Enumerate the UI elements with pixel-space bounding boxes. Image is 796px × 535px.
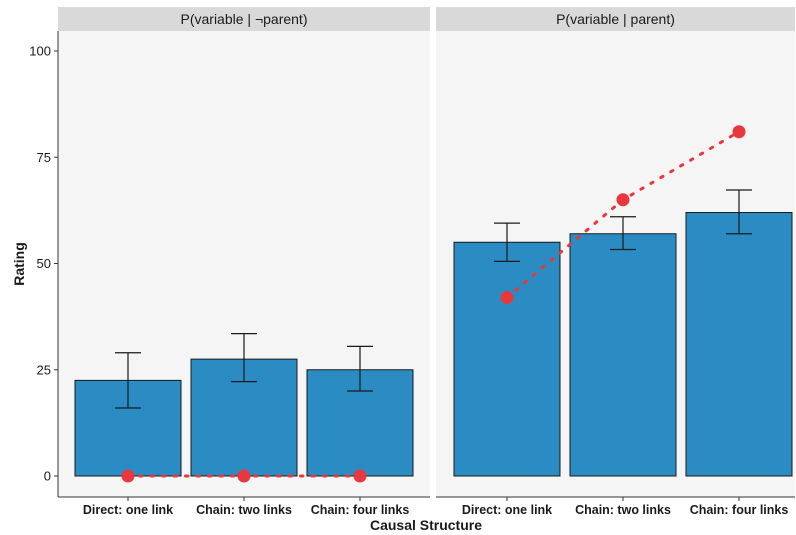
y-tick-label: 75 [37, 150, 51, 165]
error-bar [231, 333, 257, 383]
facet-strip-label: P(variable | ¬parent) [181, 11, 308, 27]
x-axis-title: Causal Structure [370, 517, 482, 533]
x-tick-label: Direct: one link [462, 503, 552, 517]
prediction-point [616, 193, 630, 207]
y-axis-title: Rating [11, 242, 27, 286]
prediction-point [500, 291, 514, 304]
facet-strip [436, 7, 795, 31]
x-tick-label: Chain: two links [196, 503, 292, 517]
x-tick-label: Chain: four links [690, 503, 789, 517]
error-bar [726, 189, 752, 235]
y-tick-label: 25 [37, 362, 51, 377]
prediction-point [237, 469, 251, 483]
y-tick-label: 50 [37, 256, 51, 271]
x-tick-label: Chain: two links [575, 503, 671, 517]
error-bar [115, 352, 141, 409]
x-tick-label: Direct: one link [83, 503, 173, 517]
error-bar [347, 345, 373, 392]
prediction-point [353, 469, 367, 483]
prediction-point [732, 125, 746, 139]
facet-strip-label: P(variable | parent) [556, 11, 675, 27]
facet-strip [58, 7, 430, 31]
bar [685, 212, 793, 477]
bar [453, 241, 561, 477]
error-bar [610, 216, 636, 251]
y-tick-label: 100 [29, 44, 51, 59]
prediction-point [121, 469, 135, 483]
y-tick-label: 0 [44, 469, 51, 484]
x-tick-label: Chain: four links [311, 503, 410, 517]
bar [569, 233, 677, 477]
error-bar [494, 222, 520, 262]
